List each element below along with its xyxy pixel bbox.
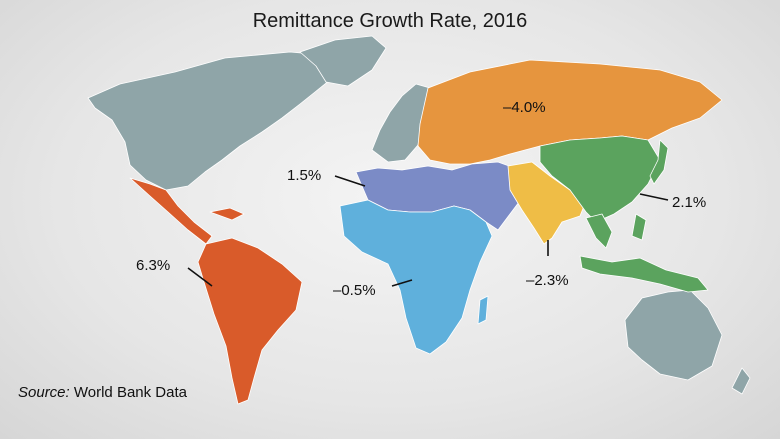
label-east-asia-pacific: 2.1% [672,194,707,211]
region-north-america [87,51,349,191]
region-greenland [299,35,387,87]
region-south-asia [507,161,585,245]
leader-line-africa [391,279,413,287]
region-madagascar [477,295,489,325]
source-text: World Bank Data [73,384,187,401]
label-south-asia: –2.3% [526,272,569,289]
region-south-america [197,237,303,405]
source-note: Source: World Bank Data [18,384,187,401]
region-southeast-asia [585,213,613,249]
label-latin-america-caribbean: 6.3% [136,257,171,274]
leader-line-mena [334,175,366,187]
region-caribbean [209,207,245,221]
leader-line-east-asia [639,193,669,201]
region-sub-saharan-africa [339,199,493,355]
region-japan [649,139,669,185]
leader-line-latin-america [187,267,213,287]
region-central-america [129,177,213,245]
region-new-zealand [731,367,751,395]
label-middle-east-north-africa: 1.5% [287,167,322,184]
label-sub-saharan-africa: –0.5% [333,282,376,299]
region-east-asia [539,135,661,223]
map-title: Remittance Growth Rate, 2016 [252,10,528,32]
region-indonesia [579,255,709,293]
region-philippines [631,213,647,241]
region-australia [624,289,723,381]
label-europe-central-asia: –4.0% [503,99,546,116]
source-prefix: Source: [18,384,70,401]
